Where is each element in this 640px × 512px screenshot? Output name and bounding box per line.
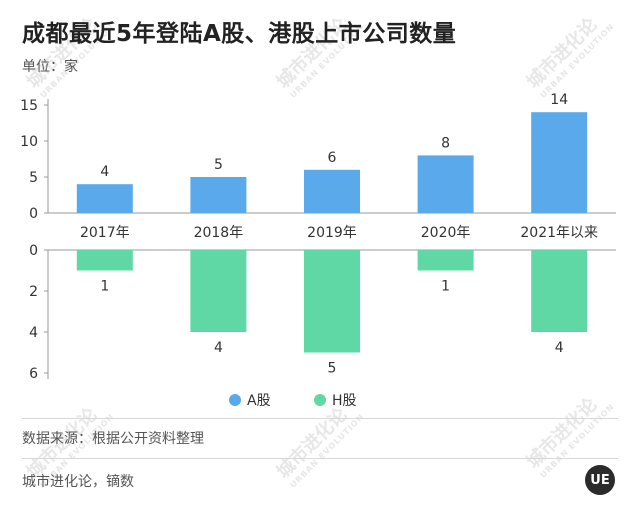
bar-a-share xyxy=(531,112,588,213)
data-label: 8 xyxy=(441,135,450,151)
divider xyxy=(22,458,618,459)
divider xyxy=(22,418,618,419)
bar-a-share xyxy=(190,177,247,213)
x-tick-label: 2019年 xyxy=(307,225,357,241)
legend-label: A股 xyxy=(247,393,271,409)
bar-h-share xyxy=(417,250,474,271)
y-tick-label: 5 xyxy=(29,170,38,186)
data-label: 14 xyxy=(550,92,568,108)
x-tick-label: 2020年 xyxy=(421,225,471,241)
x-tick-label: 2018年 xyxy=(194,225,244,241)
y-tick-label: 10 xyxy=(20,134,38,150)
bar-a-share xyxy=(304,169,360,213)
data-source: 数据来源：根据公开资料整理 xyxy=(22,431,204,447)
brand-logo: UE xyxy=(585,465,615,495)
legend-marker xyxy=(314,394,326,406)
data-label: 5 xyxy=(328,361,337,377)
bar-h-share xyxy=(190,250,247,332)
bar-a-share xyxy=(417,155,474,213)
y-tick-label: 0 xyxy=(29,206,38,222)
credit-text: 城市进化论，镝数 xyxy=(22,474,134,490)
x-tick-label: 2017年 xyxy=(80,225,130,241)
data-label: 4 xyxy=(100,164,109,180)
data-label: 5 xyxy=(214,157,223,173)
y-tick-label: 15 xyxy=(20,98,38,114)
bar-h-share xyxy=(531,250,588,332)
y-tick-label: 4 xyxy=(29,325,38,341)
data-label: 6 xyxy=(328,150,337,166)
bar-chart: 051015024642017年152018年462019年582020年114… xyxy=(20,92,616,409)
y-tick-label: 6 xyxy=(29,366,38,382)
bar-a-share xyxy=(76,184,133,213)
chart-title: 成都最近5年登陆A股、港股上市公司数量 xyxy=(22,21,457,47)
bar-h-share xyxy=(76,250,133,271)
legend-marker xyxy=(229,394,241,406)
y-tick-label: 2 xyxy=(29,284,38,300)
data-label: 4 xyxy=(555,340,564,356)
legend-label: H股 xyxy=(332,393,357,409)
data-label: 1 xyxy=(100,279,109,295)
data-label: 1 xyxy=(441,279,450,295)
y-tick-label: 0 xyxy=(29,243,38,259)
bar-h-share xyxy=(304,250,360,353)
unit-label: 单位：家 xyxy=(22,59,78,75)
x-tick-label: 2021年以来 xyxy=(520,225,598,241)
data-label: 4 xyxy=(214,340,223,356)
